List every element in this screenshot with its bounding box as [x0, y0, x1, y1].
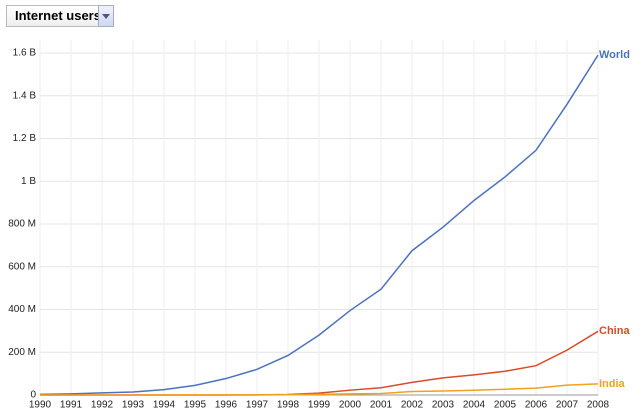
dropdown-arrow: [102, 14, 110, 19]
x-tick-label: 2005: [494, 400, 517, 411]
x-tick-label: 2006: [525, 400, 548, 411]
x-tick-label: 2004: [463, 400, 486, 411]
x-tick-label: 1992: [91, 400, 114, 411]
x-tick-label: 2000: [339, 400, 362, 411]
series-label: China: [599, 325, 630, 337]
x-tick-label: 2008: [587, 400, 610, 411]
series-line: [40, 383, 599, 396]
y-tick-label: 600 M: [8, 261, 36, 272]
x-tick-label: 1998: [277, 400, 300, 411]
x-tick-label: 2003: [432, 400, 455, 411]
x-tick-label: 1990: [29, 400, 52, 411]
y-tick-label: 200 M: [8, 347, 36, 358]
y-tick-label: 800 M: [8, 219, 36, 230]
x-tick-label: 1993: [122, 400, 145, 411]
x-tick-label: 1997: [246, 400, 269, 411]
y-tick-label: 1.2 B: [13, 133, 37, 144]
x-tick-label: 2007: [556, 400, 579, 411]
x-tick-label: 1995: [184, 400, 207, 411]
x-tick-label: 1999: [308, 400, 331, 411]
series-line: [39, 54, 599, 396]
x-tick-label: 2001: [370, 400, 393, 411]
y-tick-label: 1.4 B: [13, 90, 37, 101]
x-tick-label: 2002: [401, 400, 424, 411]
x-tick-label: 1994: [153, 400, 176, 411]
y-tick-label: 1.6 B: [13, 48, 37, 59]
metric-dropdown[interactable]: Internet users: [6, 5, 110, 27]
y-tick-label: 0: [30, 390, 36, 401]
series-label: World: [599, 49, 630, 61]
series-label: India: [599, 378, 626, 390]
y-tick-label: 1 B: [21, 176, 36, 187]
y-tick-label: 400 M: [8, 304, 36, 315]
x-tick-label: 1996: [215, 400, 238, 411]
x-tick-label: 1991: [60, 400, 83, 411]
dropdown-button[interactable]: [98, 5, 114, 27]
